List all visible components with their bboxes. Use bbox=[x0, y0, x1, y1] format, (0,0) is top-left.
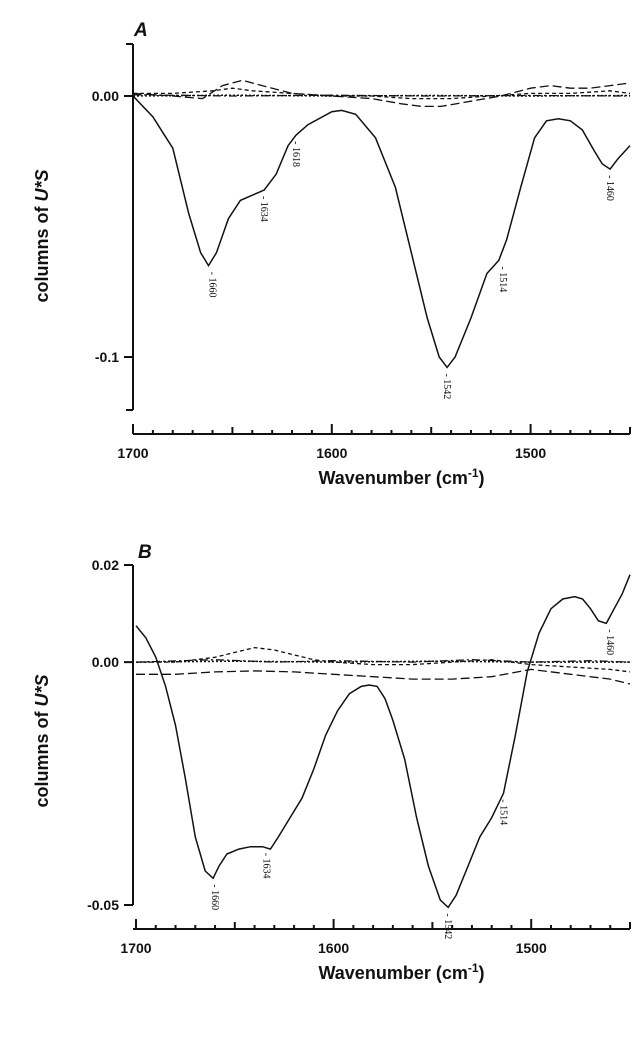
panel-a-y-tick-label: -0.1 bbox=[95, 349, 119, 365]
panel-a-x-tick-label: 1700 bbox=[117, 445, 148, 461]
panel-b-y-tick-label: 0.02 bbox=[92, 557, 119, 573]
panel-a-y-axis-title: columns of U*S bbox=[32, 169, 52, 302]
panel-b-peak-label: - 1460 bbox=[604, 629, 615, 655]
panel-a-y-title-part: columns of bbox=[32, 202, 52, 303]
panel-b-y-tick-label: 0.00 bbox=[92, 654, 119, 670]
panel-b-series-dashed-long bbox=[136, 668, 631, 685]
panel-b-peak-label: - 1660 bbox=[209, 884, 220, 910]
panel-b-x-tick-label: 1700 bbox=[120, 940, 151, 956]
panel-a-series-dash-dot bbox=[132, 94, 631, 97]
panel-b-y-tick-label: -0.05 bbox=[87, 897, 119, 913]
panel-b-peak-label: - 1514 bbox=[498, 799, 509, 825]
panel-a-series-dashed-short bbox=[133, 87, 631, 100]
panel-a-x-tick-label: 1500 bbox=[515, 445, 546, 461]
panel-a-y-tick-label: 0.00 bbox=[92, 88, 119, 104]
panel-b-peak-label: - 1542 bbox=[442, 913, 453, 939]
panel-a-x-axis-title: Wavenumber (cm-1) bbox=[318, 466, 484, 488]
panel-b-peak-label: - 1634 bbox=[260, 853, 271, 879]
panel-a-peak-label: - 1460 bbox=[604, 175, 615, 201]
panel-b-x-tick-label: 1500 bbox=[516, 940, 547, 956]
panel-a-series-dotted bbox=[132, 94, 631, 97]
panel-a-peak-label: - 1634 bbox=[258, 196, 269, 222]
panel-a-peak-label: - 1542 bbox=[441, 373, 452, 399]
panel-a-x-tick-label: 1600 bbox=[316, 445, 347, 461]
panel-b-y-title-part: columns of bbox=[32, 707, 52, 808]
panel-a-y-title-italic: U*S bbox=[32, 169, 52, 201]
panel-a-letter: A bbox=[133, 20, 148, 41]
panel-b-x-axis-title: Wavenumber (cm-1) bbox=[318, 961, 484, 983]
panel-b: B 0.02 0.00 -0.05 columns of U*S 1700 1600 1500… bbox=[32, 542, 631, 983]
panel-a-series-solid bbox=[132, 95, 631, 369]
panel-b-series-solid bbox=[135, 574, 631, 909]
panel-a-series-dashed-long bbox=[132, 79, 631, 108]
panel-b-letter: B bbox=[138, 542, 152, 563]
panel-a: A 0.00 -0.1 columns of U*S 1700 1600 1500 Waven… bbox=[32, 20, 631, 488]
panel-b-y-axis-title: columns of U*S bbox=[32, 674, 52, 807]
panel-b-x-tick-label: 1600 bbox=[318, 940, 349, 956]
panel-a-peak-label: - 1618 bbox=[290, 141, 301, 167]
panel-b-y-title-italic: U*S bbox=[32, 674, 52, 706]
panel-a-peak-label: - 1514 bbox=[497, 266, 508, 292]
panel-a-peak-label: - 1660 bbox=[207, 272, 218, 298]
panel-b-series-dash-dot bbox=[135, 659, 631, 663]
panel-b-series-dashed-short bbox=[136, 646, 631, 673]
